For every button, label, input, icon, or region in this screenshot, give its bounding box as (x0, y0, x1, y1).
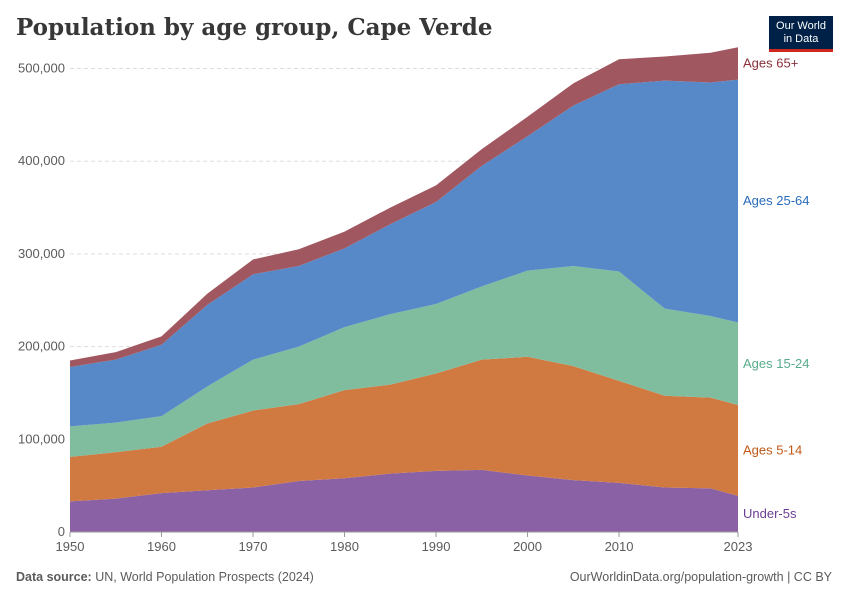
x-tick-label: 1980 (330, 539, 359, 554)
x-tick-label: 1950 (56, 539, 85, 554)
y-tick-label: 400,000 (18, 153, 65, 168)
y-tick-label: 0 (58, 524, 65, 539)
area-ages-25-64[interactable] (70, 79, 738, 427)
area-ages-65[interactable] (70, 47, 738, 368)
y-tick-label: 500,000 (18, 61, 65, 76)
y-tick-label: 300,000 (18, 246, 65, 261)
series-label-under-5s: Under-5s (743, 506, 797, 521)
series-label-layer: Under-5s Ages 5-14 Ages 15-24 Ages 25-64 Age… (743, 55, 810, 520)
logo-line-1: Our World (776, 20, 826, 32)
y-tick-label: 200,000 (18, 339, 65, 354)
x-tick-label: 2023 (724, 539, 753, 554)
owid-logo[interactable]: Our World in Data (769, 16, 833, 52)
data-source-label: Data source: (16, 570, 92, 584)
x-tick-label: 2010 (605, 539, 634, 554)
page-title: Population by age group, Cape Verde (16, 14, 493, 41)
y-tick-label: 100,000 (18, 431, 65, 446)
series-label-ages-5-14: Ages 5-14 (743, 442, 802, 457)
area-layer (70, 47, 738, 532)
series-label-ages-25-64: Ages 25-64 (743, 193, 810, 208)
x-tick-label: 2000 (513, 539, 542, 554)
area-ages-15-24[interactable] (70, 265, 738, 457)
series-label-ages-15-24: Ages 15-24 (743, 356, 810, 371)
data-source: Data source: UN, World Population Prospe… (16, 570, 314, 584)
area-under-5s[interactable] (70, 469, 738, 532)
logo-line-2: in Data (783, 33, 819, 45)
x-tick-label: 1960 (147, 539, 176, 554)
area-ages-5-14[interactable] (70, 356, 738, 502)
x-tick-label: 1970 (239, 539, 268, 554)
axis-layer: 0 100,000 200,000 300,000 400,000 500,000 1950… (18, 61, 752, 554)
x-tick-label: 1990 (422, 539, 451, 554)
data-source-text: UN, World Population Prospects (2024) (95, 570, 314, 584)
footer-link[interactable]: OurWorldinData.org/population-growth | C… (569, 570, 832, 584)
series-label-ages-65: Ages 65+ (743, 55, 798, 70)
